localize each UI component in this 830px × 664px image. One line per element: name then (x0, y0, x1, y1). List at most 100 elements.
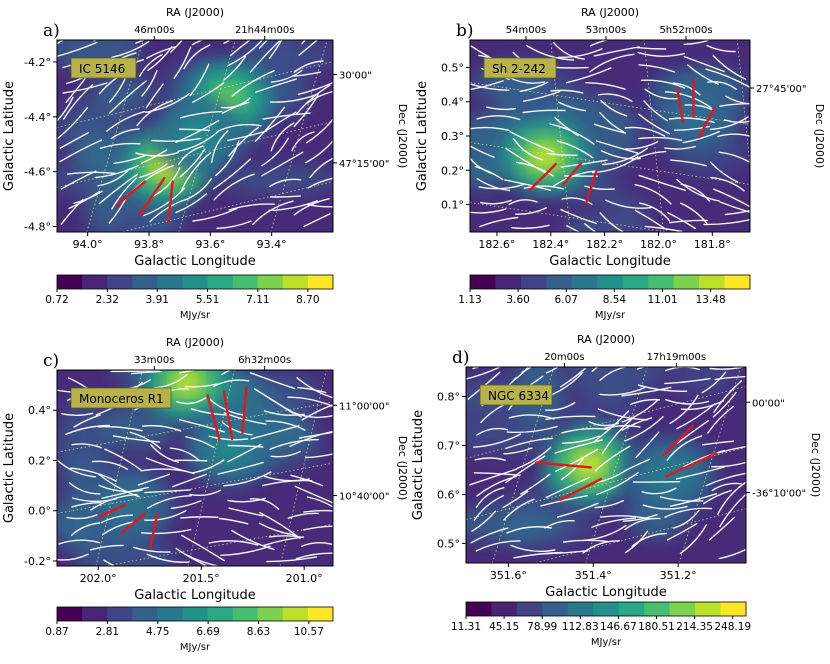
colorbar-segment (725, 275, 751, 289)
colorbar-segment (695, 602, 721, 616)
colorbar-segment (233, 607, 259, 621)
emission-map (38, 343, 352, 585)
colorbar-tick-label: 146.67 (600, 621, 637, 633)
colorbar-tick-label: 2.32 (96, 294, 119, 306)
y-tick-label: 0.8° (437, 390, 460, 403)
colorbar-segment (495, 275, 521, 289)
emission-map (41, 8, 350, 250)
y-axis-label: Galactic Latitude (411, 410, 426, 520)
dec-axis-label: Dec (J2000) (813, 104, 826, 169)
y-axis-label: Galactic Latitude (415, 81, 430, 191)
y-tick-label: -4.8° (24, 221, 51, 234)
y-tick-label: 0.1° (441, 199, 464, 212)
colorbar-segment (470, 275, 496, 289)
panel-letter: c) (43, 351, 59, 371)
colorbar-segment (182, 607, 208, 621)
panel-letter: a) (43, 21, 60, 41)
x-axis-label: Galactic Longitude (545, 585, 666, 600)
colorbar-segment (107, 275, 133, 289)
ra-tick-label: 54m00s (506, 25, 546, 36)
x-tick-label: 182.0° (640, 238, 677, 251)
y-tick-label: 0.2° (441, 164, 464, 177)
dec-axis-label: Dec (J2000) (396, 436, 409, 501)
colorbar-unit: MJy/sr (180, 310, 211, 321)
colorbar-segment (208, 607, 234, 621)
colorbar-tick-label: 7.11 (246, 294, 269, 306)
dec-axis-label: Dec (J2000) (809, 433, 822, 498)
colorbar-segment (597, 275, 623, 289)
y-tick-label: 0.5° (437, 537, 460, 550)
colorbar-segment (623, 275, 649, 289)
x-tick-label: 351.4° (575, 569, 612, 582)
colorbar-segment (572, 275, 598, 289)
streamline (176, 460, 207, 461)
colorbar-segment (542, 602, 568, 616)
y-tick-label: -4.4° (24, 111, 51, 124)
emission-peak-2 (222, 92, 236, 104)
colorbar-segment (568, 602, 594, 616)
colorbar-tick-label: 180.51 (638, 621, 675, 633)
y-tick-label: 0.3° (441, 130, 464, 143)
dec-tick-label: 27°45'00" (756, 84, 807, 95)
colorbar-tick-label: 3.60 (506, 294, 529, 306)
dec-tick-label: 11°00'00" (339, 401, 390, 412)
y-axis-label: Galactic Latitude (2, 81, 17, 191)
colorbar-tick-label: 6.07 (555, 294, 578, 306)
x-tick-label: 351.2° (660, 569, 697, 582)
colorbar-segment (132, 607, 158, 621)
y-tick-label: -4.2° (24, 56, 51, 69)
emission-peak-1 (582, 459, 596, 471)
colorbar-segment (721, 602, 747, 616)
colorbar-tick-label: 11.31 (451, 621, 481, 633)
colorbar-tick-label: 45.15 (489, 621, 519, 633)
colorbar-unit: MJy/sr (595, 310, 626, 321)
colorbar-segment (283, 275, 309, 289)
ra-axis-label: RA (J2000) (581, 6, 639, 19)
colorbar-segment (674, 275, 700, 289)
x-tick-label: 182.6° (478, 238, 515, 251)
x-axis-label: Galactic Longitude (134, 254, 255, 269)
panel-c: Monoceros R1c)202.0°201.5°201.0°0.4°0.2°… (2, 336, 409, 653)
y-tick-label: 0.5° (441, 61, 464, 74)
colorbar-tick-label: 1.13 (458, 294, 481, 306)
dec-tick-label: 30'00" (339, 71, 372, 82)
y-tick-label: 0.0° (28, 505, 51, 518)
panel-a: IC 5146a)94.0°93.8°93.6°93.4°-4.2°-4.4°-… (2, 6, 409, 321)
ra-axis-label: RA (J2000) (166, 336, 224, 349)
colorbar-segment (157, 607, 183, 621)
ra-axis-label: RA (J2000) (577, 333, 635, 346)
colorbar-tick-label: 13.48 (696, 294, 726, 306)
region-label: NGC 6334 (488, 389, 549, 403)
colorbar-segment (308, 607, 334, 621)
colorbar-segment (593, 602, 619, 616)
colorbar-segment (521, 275, 547, 289)
colorbar-tick-label: 248.19 (714, 621, 751, 633)
ra-tick-label: 33m00s (134, 355, 174, 366)
colorbar-segment (699, 275, 725, 289)
emission-map (449, 338, 758, 581)
ra-axis-label: RA (J2000) (166, 6, 224, 19)
dec-axis-label: Dec (J2000) (396, 104, 409, 169)
y-tick-label: 0.6° (437, 488, 460, 501)
x-tick-label: 181.8° (694, 238, 731, 251)
colorbar-segment (107, 607, 133, 621)
emission-peak-1 (538, 151, 552, 163)
x-tick-label: 93.6° (195, 238, 225, 251)
colorbar-segment (258, 275, 284, 289)
colorbar-segment (517, 602, 543, 616)
y-tick-label: 0.7° (437, 439, 460, 452)
x-tick-label: 94.0° (73, 238, 103, 251)
y-tick-label: 0.4° (441, 96, 464, 109)
ra-tick-label: 21h44m00s (235, 25, 294, 36)
colorbar-tick-label: 10.57 (294, 626, 324, 638)
dec-tick-label: 00'00" (752, 398, 785, 409)
emission-peak-2 (223, 442, 237, 454)
colorbar-tick-label: 78.99 (527, 621, 557, 633)
colorbar-segment (466, 602, 492, 616)
y-tick-label: -0.2° (24, 555, 51, 568)
ra-tick-label: 46m00s (134, 25, 174, 36)
